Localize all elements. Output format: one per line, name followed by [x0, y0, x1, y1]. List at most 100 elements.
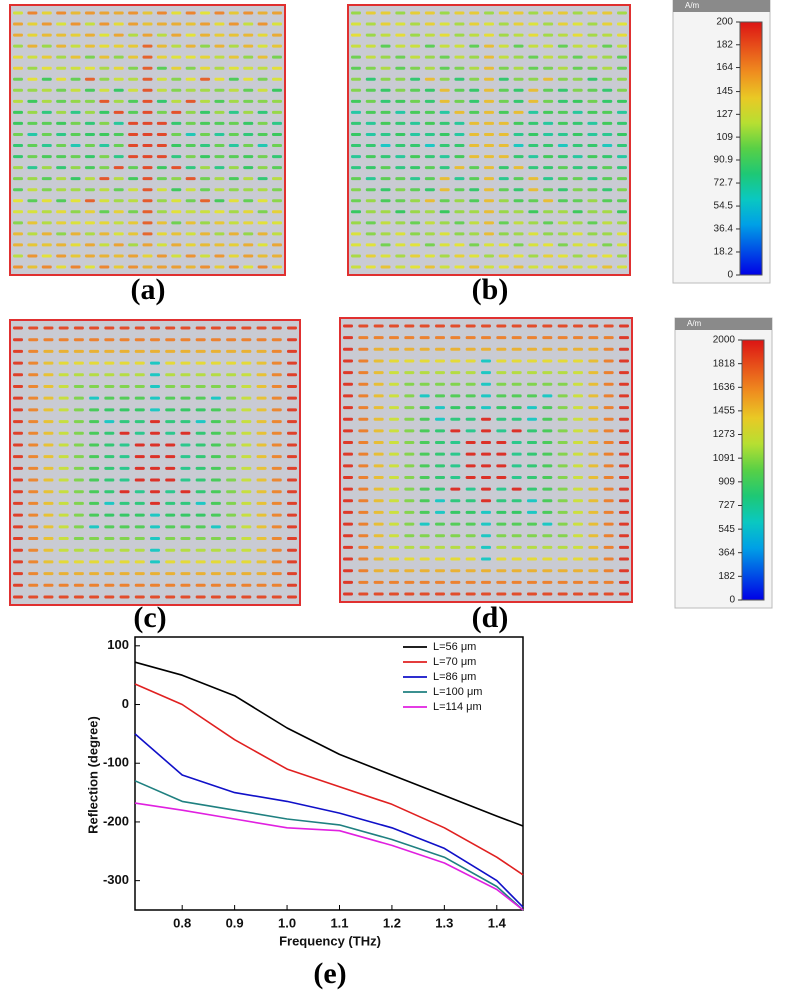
- field-arrow: [389, 545, 399, 549]
- field-arrow: [28, 490, 39, 494]
- field-arrow: [156, 210, 167, 214]
- field-arrow: [511, 394, 522, 398]
- field-arrow: [171, 188, 182, 192]
- field-arrow: [257, 265, 268, 269]
- field-arrow: [226, 396, 237, 400]
- y-tick-label: -300: [103, 872, 129, 887]
- field-arrow: [195, 525, 206, 529]
- field-arrow: [13, 443, 23, 447]
- field-arrow: [358, 580, 369, 584]
- field-arrow: [496, 429, 507, 433]
- field-arrow: [603, 359, 614, 363]
- field-arrow: [271, 326, 282, 330]
- field-arrow: [484, 99, 494, 103]
- field-arrow: [450, 429, 461, 433]
- field-arrow: [469, 232, 480, 236]
- field-arrow: [389, 557, 399, 561]
- field-arrow: [287, 326, 297, 330]
- field-arrow: [410, 88, 421, 92]
- field-arrow: [617, 166, 627, 170]
- field-arrow: [226, 361, 237, 365]
- field-arrow: [180, 431, 191, 435]
- field-arrow: [13, 478, 23, 482]
- field-arrow: [84, 11, 95, 15]
- field-arrow: [343, 522, 353, 526]
- field-arrow: [617, 188, 627, 192]
- field-arrow: [104, 478, 115, 482]
- field-arrow: [41, 99, 52, 103]
- field-arrow: [484, 44, 494, 48]
- field-arrow: [496, 371, 507, 375]
- field-arrow: [41, 155, 52, 159]
- field-arrow: [587, 265, 598, 269]
- field-arrow: [619, 394, 629, 398]
- field-arrow: [134, 560, 145, 564]
- field-arrow: [257, 77, 268, 81]
- field-arrow: [134, 338, 145, 342]
- field-arrow: [481, 475, 491, 479]
- field-arrow: [243, 22, 254, 26]
- field-arrow: [588, 499, 599, 503]
- field-arrow: [351, 44, 361, 48]
- field-arrow: [241, 466, 252, 470]
- field-arrow: [557, 394, 568, 398]
- field-arrow: [256, 326, 267, 330]
- field-arrow: [358, 452, 369, 456]
- field-arrow: [13, 188, 23, 192]
- field-arrow: [142, 77, 153, 81]
- field-arrow: [27, 88, 38, 92]
- field-arrow: [226, 548, 237, 552]
- field-arrow: [573, 545, 583, 549]
- field-arrow: [13, 513, 23, 517]
- field-arrow: [542, 324, 553, 328]
- field-arrow: [498, 110, 509, 114]
- field-arrow: [424, 232, 435, 236]
- field-arrow: [165, 373, 176, 377]
- field-arrow: [450, 534, 461, 538]
- field-arrow: [200, 99, 211, 103]
- panel-label: (b): [472, 273, 509, 306]
- field-arrow: [481, 371, 491, 375]
- colorbar-tick-label: 72.7: [714, 178, 734, 189]
- field-arrow: [104, 490, 115, 494]
- field-arrow: [27, 243, 38, 247]
- field-arrow: [195, 326, 206, 330]
- field-arrow: [271, 466, 282, 470]
- field-arrow: [557, 499, 568, 503]
- field-arrow: [89, 408, 100, 412]
- field-arrow: [557, 475, 568, 479]
- colorbar-header: [673, 0, 770, 12]
- field-arrow: [104, 408, 115, 412]
- field-arrow: [365, 11, 376, 15]
- field-arrow: [602, 132, 613, 136]
- line-series: [134, 683, 524, 876]
- field-arrow: [73, 525, 84, 529]
- field-arrow: [619, 371, 629, 375]
- field-arrow: [84, 144, 95, 148]
- field-arrow: [287, 361, 297, 365]
- field-arrow: [150, 373, 160, 377]
- field-arrow: [602, 44, 613, 48]
- field-arrow: [142, 55, 153, 59]
- field-arrow: [241, 525, 252, 529]
- field-arrow: [498, 210, 509, 214]
- field-arrow: [513, 265, 524, 269]
- field-arrow: [484, 121, 494, 125]
- field-arrow: [156, 177, 167, 181]
- field-arrow: [271, 373, 282, 377]
- field-arrow: [573, 534, 583, 538]
- field-arrow: [13, 396, 23, 400]
- field-arrow: [542, 475, 553, 479]
- field-arrow: [99, 265, 110, 269]
- field-arrow: [84, 88, 95, 92]
- field-arrow: [214, 232, 225, 236]
- field-arrow: [365, 77, 376, 81]
- field-arrow: [587, 99, 598, 103]
- field-arrow: [543, 188, 554, 192]
- field-arrow: [542, 569, 553, 573]
- field-arrow: [527, 487, 537, 491]
- field-arrow: [410, 77, 421, 81]
- field-arrow: [156, 99, 167, 103]
- field-arrow: [228, 155, 239, 159]
- field-arrow: [28, 349, 39, 353]
